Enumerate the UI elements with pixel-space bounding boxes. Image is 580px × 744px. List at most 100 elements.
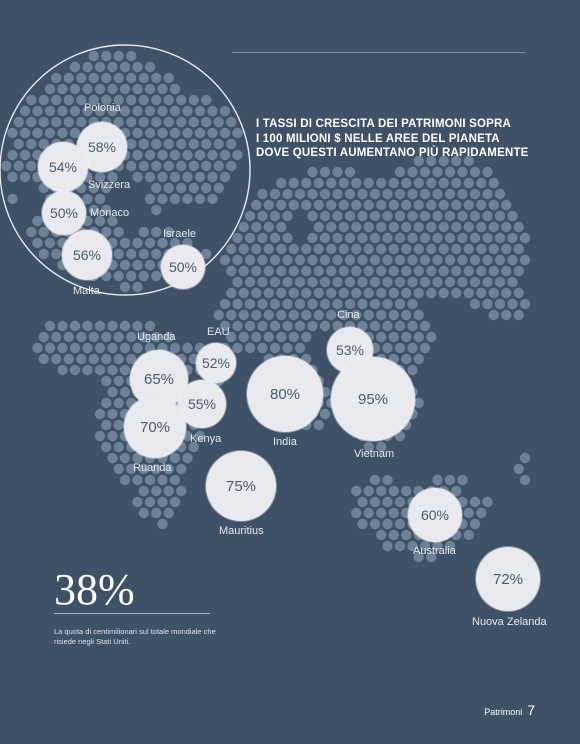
map-dot (394, 276, 406, 288)
zoom-map-dot (107, 105, 118, 117)
map-dot (432, 474, 443, 486)
zoom-map-dot (119, 61, 131, 73)
zoom-map-dot (144, 61, 156, 73)
map-dot (476, 287, 487, 299)
zoom-map-dot (201, 160, 212, 172)
map-dot (288, 331, 299, 343)
map-dot (113, 397, 124, 409)
zoom-map-dot (69, 105, 81, 117)
map-dot (238, 243, 249, 255)
zoom-map-dot (126, 94, 137, 106)
zoom-map-dot (144, 127, 156, 139)
map-dot (263, 265, 274, 277)
map-dot (257, 210, 268, 222)
zoom-map-dot (38, 226, 49, 238)
map-dot (426, 155, 437, 167)
map-dot (269, 276, 281, 288)
map-dot (169, 474, 181, 486)
section-name: Patrimoni (484, 707, 523, 717)
map-dot (288, 309, 299, 321)
map-dot (388, 221, 399, 233)
map-dot (469, 210, 481, 222)
map-dot (382, 188, 393, 200)
map-dot (501, 287, 512, 299)
zoom-map-dot (163, 138, 174, 150)
map-dot (394, 540, 406, 552)
map-dot (282, 276, 293, 288)
map-dot (182, 342, 193, 354)
map-dot (282, 188, 293, 200)
title-rule (232, 52, 525, 53)
zoom-map-dot (151, 248, 162, 260)
map-dot (463, 265, 474, 277)
map-dot (469, 188, 481, 200)
zoom-map-dot (157, 171, 168, 183)
map-dot (401, 199, 412, 211)
map-dot (401, 309, 412, 321)
map-dot (494, 276, 506, 288)
zoom-map-dot (151, 182, 162, 194)
zoom-map-dot (94, 193, 106, 205)
map-dot (394, 188, 406, 200)
map-dot (113, 463, 124, 475)
map-dot (107, 430, 118, 442)
map-dot (113, 331, 124, 343)
map-dot (319, 408, 331, 420)
map-dot (438, 243, 449, 255)
map-dot (494, 254, 506, 266)
map-dot (119, 364, 131, 376)
zoom-map-dot (182, 149, 193, 161)
value-kenya: 55% (187, 396, 217, 412)
map-dot (269, 188, 281, 200)
map-dot (326, 287, 337, 299)
map-dot (519, 452, 531, 464)
zoom-map-dot (132, 149, 143, 161)
map-dot (413, 287, 424, 299)
map-dot (119, 386, 131, 398)
map-dot (57, 342, 68, 354)
map-dot (238, 221, 249, 233)
map-dot (307, 276, 318, 288)
map-dot (276, 199, 287, 211)
map-dot (307, 166, 318, 178)
map-dot (94, 320, 106, 332)
map-dot (357, 496, 368, 508)
map-dot (444, 188, 456, 200)
bubble-israele: 50% (161, 245, 205, 289)
map-dot (57, 364, 68, 376)
zoom-map-dot (232, 149, 243, 161)
value-australia: 60% (420, 507, 450, 523)
map-dot (151, 485, 162, 497)
map-dot (307, 188, 318, 200)
zoom-map-dot (107, 83, 118, 95)
map-dot (338, 221, 349, 233)
map-dot (444, 232, 456, 244)
value-nuova-zelanda: 72% (492, 570, 524, 588)
zoom-map-dot (101, 226, 112, 238)
zoom-map-dot (44, 83, 56, 95)
map-dot (469, 276, 481, 288)
map-dot (263, 309, 274, 321)
map-dot (313, 177, 324, 189)
map-dot (276, 243, 287, 255)
bubble-india: 80% (247, 356, 323, 432)
zoom-map-dot (176, 138, 187, 150)
map-dot (244, 342, 256, 354)
map-dot (282, 342, 293, 354)
map-dot (157, 496, 168, 508)
zoom-map-dot (169, 149, 181, 161)
title-line-1: I TASSI DI CRESCITA DEI PATRIMONI SOPRA (256, 118, 512, 130)
map-dot (401, 265, 412, 277)
label-monaco: Monaco (90, 207, 130, 219)
map-dot (126, 353, 137, 365)
map-dot (357, 254, 368, 266)
map-dot (513, 243, 524, 255)
zoom-map-dot (188, 160, 199, 172)
zoom-map-dot (226, 160, 237, 172)
value-malta: 56% (72, 247, 102, 263)
map-dot (319, 232, 331, 244)
map-dot (313, 243, 324, 255)
map-dot (126, 463, 137, 475)
map-dot (394, 232, 406, 244)
map-dot (469, 298, 481, 310)
